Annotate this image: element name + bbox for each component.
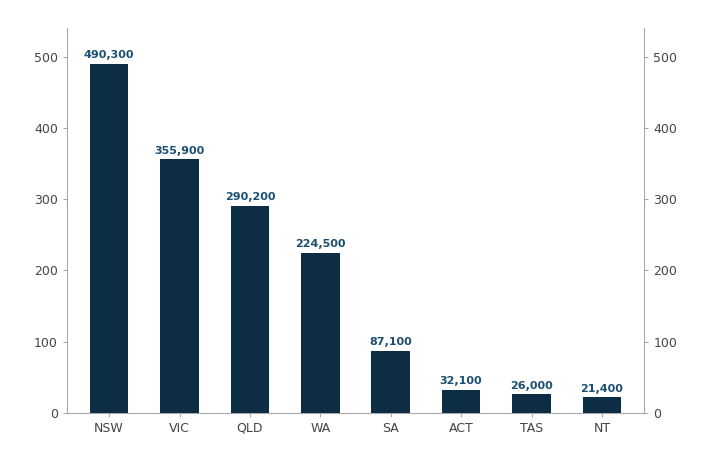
Bar bbox=[90, 63, 129, 413]
Text: 21,400: 21,400 bbox=[581, 384, 623, 394]
Bar bbox=[161, 159, 199, 413]
Text: 490,300: 490,300 bbox=[84, 50, 134, 60]
Bar bbox=[372, 351, 410, 413]
Text: 87,100: 87,100 bbox=[370, 337, 412, 347]
Text: 290,200: 290,200 bbox=[225, 192, 275, 203]
Text: 224,500: 224,500 bbox=[295, 239, 346, 250]
Text: 26,000: 26,000 bbox=[510, 381, 553, 391]
Bar bbox=[583, 398, 622, 413]
Bar bbox=[301, 253, 340, 413]
Text: 355,900: 355,900 bbox=[154, 146, 205, 156]
Bar bbox=[513, 394, 551, 413]
Bar bbox=[231, 206, 270, 413]
Text: 32,100: 32,100 bbox=[440, 376, 482, 386]
Bar bbox=[442, 390, 480, 413]
